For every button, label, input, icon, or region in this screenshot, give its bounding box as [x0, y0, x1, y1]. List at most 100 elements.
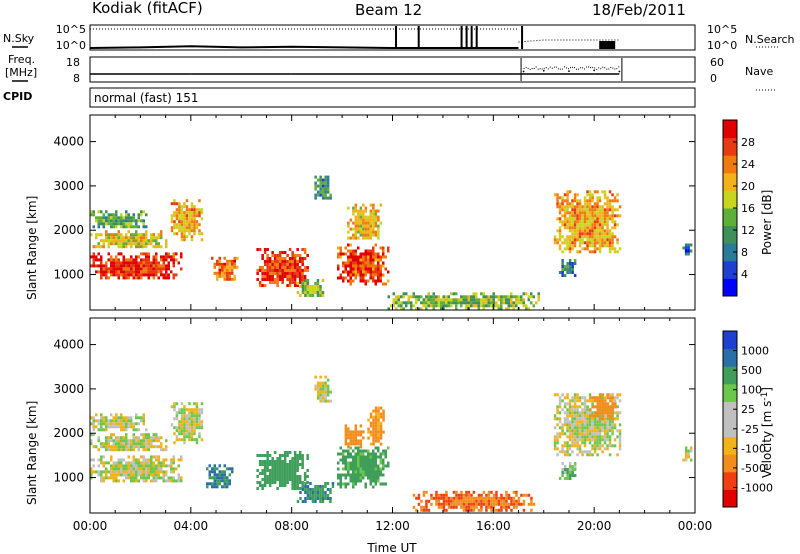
- echo-cell: [447, 295, 450, 299]
- nave-point: [618, 70, 621, 73]
- echo-cell: [588, 214, 592, 218]
- echo-cell: [558, 477, 562, 480]
- power-colorbar-tick-label: 20: [741, 180, 755, 193]
- echo-cell: [115, 442, 118, 446]
- echo-cell: [558, 396, 562, 400]
- echo-cell: [422, 508, 426, 512]
- echo-cell: [167, 267, 170, 271]
- echo-cell: [122, 255, 125, 259]
- echo-cell: [578, 250, 582, 254]
- echo-cell: [213, 262, 216, 266]
- echo-cell: [352, 436, 355, 440]
- echo-cell: [293, 478, 297, 481]
- echo-cell: [563, 402, 567, 406]
- echo-cell: [319, 494, 322, 497]
- echo-cell: [354, 218, 358, 222]
- echo-cell: [102, 213, 105, 217]
- echo-cell: [367, 233, 370, 237]
- echo-cell: [122, 242, 125, 246]
- echo-cell: [512, 295, 515, 299]
- echo-cell: [430, 502, 433, 506]
- echo-cell: [137, 470, 140, 474]
- echo-cell: [482, 301, 485, 305]
- echo-cell: [122, 416, 125, 420]
- echo-cell: [583, 402, 587, 406]
- echo-cell: [135, 479, 138, 483]
- echo-cell: [613, 423, 617, 427]
- echo-cell: [92, 445, 95, 449]
- echo-cell: [140, 455, 143, 459]
- echo-cell: [125, 258, 128, 262]
- echo-cell: [261, 478, 264, 481]
- echo-cell: [155, 236, 158, 240]
- echo-cell: [362, 476, 365, 480]
- echo-cell: [354, 236, 358, 240]
- echo-cell: [273, 475, 277, 478]
- echo-cell: [568, 471, 572, 474]
- echo-cell: [213, 479, 216, 483]
- echo-cell: [268, 269, 272, 272]
- echo-cell: [127, 264, 130, 268]
- echo-cell: [120, 436, 123, 440]
- echo-cell: [112, 445, 115, 449]
- echo-cell: [573, 465, 577, 468]
- echo-cell: [200, 402, 204, 406]
- echo-cell: [603, 414, 607, 418]
- echo-cell: [611, 214, 614, 218]
- echo-cell: [601, 435, 604, 439]
- echo-cell: [231, 259, 234, 263]
- echo-cell: [142, 264, 145, 268]
- echo-cell: [216, 482, 219, 486]
- echo-cell: [566, 217, 569, 221]
- echo-cell: [314, 494, 317, 497]
- echo-cell: [258, 266, 262, 269]
- echo-cell: [586, 202, 589, 206]
- echo-cell: [147, 436, 150, 440]
- echo-cell: [162, 276, 165, 280]
- echo-cell: [97, 242, 100, 246]
- echo-cell: [344, 449, 347, 453]
- echo-cell: [324, 184, 327, 188]
- echo-cell: [505, 493, 508, 497]
- echo-cell: [288, 257, 292, 260]
- echo-cell: [178, 408, 181, 412]
- echo-cell: [281, 281, 284, 284]
- echo-cell: [603, 235, 607, 239]
- echo-cell: [576, 432, 579, 436]
- echo-cell: [608, 429, 612, 433]
- echo-cell: [180, 226, 184, 230]
- echo-cell: [387, 279, 390, 283]
- echo-cell: [601, 426, 604, 430]
- echo-cell: [608, 241, 612, 245]
- echo-cell: [347, 273, 350, 277]
- echo-cell: [152, 258, 155, 262]
- echo-cell: [256, 272, 259, 275]
- echo-cell: [183, 220, 186, 224]
- echo-cell: [616, 199, 619, 203]
- echo-cell: [583, 247, 587, 251]
- echo-cell: [596, 402, 600, 406]
- echo-cell: [130, 476, 133, 480]
- echo-cell: [137, 245, 140, 249]
- echo-cell: [558, 426, 562, 430]
- echo-cell: [450, 292, 453, 296]
- echo-cell: [155, 476, 158, 480]
- echo-cell: [263, 460, 267, 463]
- nave-dot: [531, 68, 533, 70]
- echo-cell: [352, 279, 355, 283]
- echo-cell: [157, 261, 160, 265]
- echo-cell: [115, 448, 118, 452]
- echo-cell: [140, 276, 143, 280]
- echo-cell: [175, 411, 179, 415]
- echo-cell: [288, 248, 292, 251]
- echo-cell: [130, 467, 133, 471]
- echo-cell: [372, 224, 375, 228]
- echo-cell: [100, 261, 103, 265]
- echo-cell: [291, 266, 294, 269]
- velocity-colorbar-tick-label: -1000: [741, 481, 773, 494]
- echo-cell: [556, 423, 559, 427]
- echo-cell: [576, 420, 579, 424]
- echo-cell: [450, 301, 453, 305]
- power-colorbar-tick-label: 12: [741, 224, 755, 237]
- echo-cell: [379, 436, 383, 440]
